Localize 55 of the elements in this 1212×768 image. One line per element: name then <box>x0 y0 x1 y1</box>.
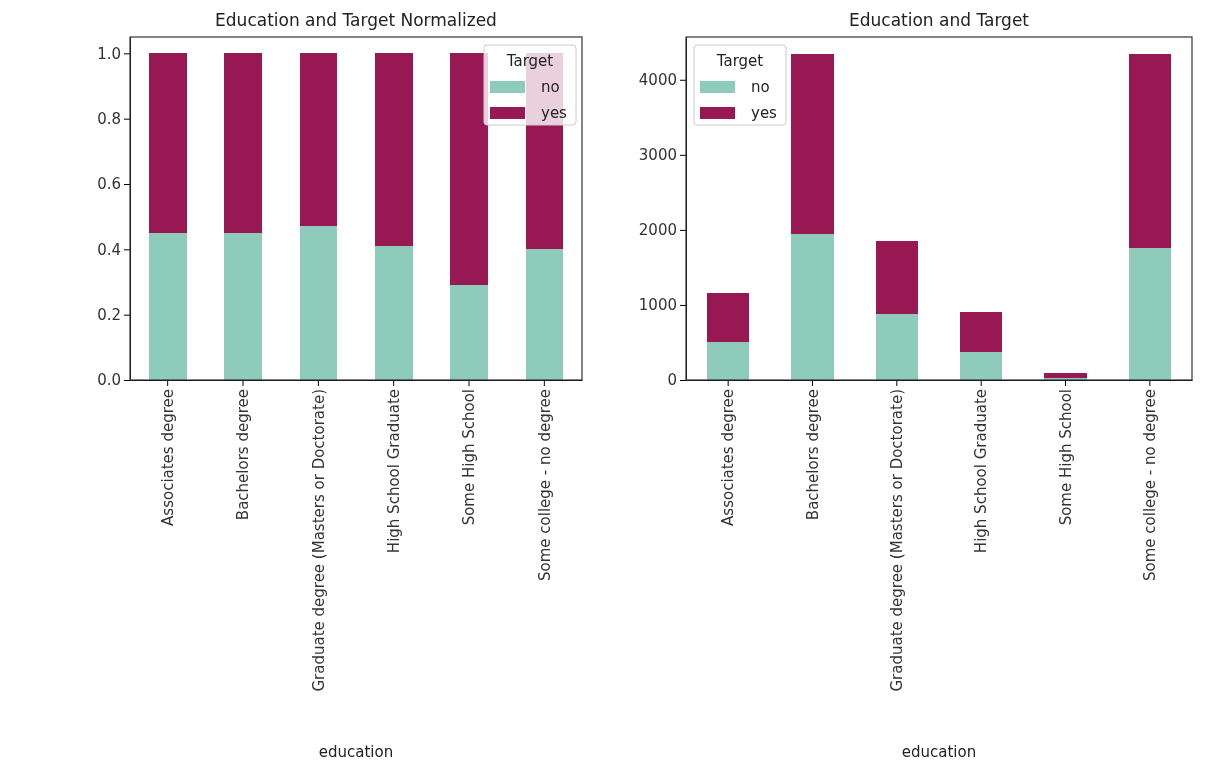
bar <box>960 312 1003 353</box>
bar <box>374 53 413 247</box>
legend-title: Target <box>505 52 554 71</box>
x-tick-label: Associates degree <box>158 389 177 526</box>
legend-label: no <box>751 78 770 97</box>
bar <box>148 53 187 233</box>
x-tick-label: Bachelors degree <box>234 389 253 521</box>
x-axis-title: education <box>901 743 977 761</box>
bar <box>960 352 1003 380</box>
bar <box>450 285 488 380</box>
bar <box>224 233 262 380</box>
x-tick-label: Graduate degree (Masters or Doctorate) <box>309 389 328 692</box>
y-tick-label: 4000 <box>638 71 677 90</box>
x-tick-label: Some High School <box>1056 389 1075 526</box>
y-tick-label: 0.0 <box>97 371 121 390</box>
bar <box>374 246 413 380</box>
bar <box>707 341 750 380</box>
y-tick-label: 1.0 <box>97 44 121 63</box>
bar <box>1128 53 1171 248</box>
legend-label: yes <box>541 104 568 123</box>
bar <box>224 53 262 233</box>
bar <box>299 226 338 380</box>
y-tick-label: 2000 <box>638 221 677 240</box>
bar <box>875 313 918 380</box>
x-tick-label: Graduate degree (Masters or Doctorate) <box>888 389 907 692</box>
x-tick-label: Bachelors degree <box>803 389 822 521</box>
y-tick-label: 3000 <box>638 146 677 165</box>
y-tick-label: 0.6 <box>97 175 121 194</box>
x-tick-label: High School Graduate <box>972 389 991 554</box>
bar <box>450 53 488 286</box>
bar <box>707 292 750 342</box>
bar <box>299 53 338 227</box>
legend-title: Target <box>715 52 764 71</box>
bar <box>791 53 834 234</box>
chart-title: Education and Target Normalized <box>215 9 497 30</box>
y-tick-label: 1000 <box>638 296 677 315</box>
x-tick-label: High School Graduate <box>384 389 403 554</box>
bar <box>525 249 564 380</box>
y-tick-label: 0.4 <box>97 240 121 259</box>
legend-label: yes <box>751 104 778 123</box>
x-axis-title: education <box>318 743 394 761</box>
bar <box>148 233 187 380</box>
bar <box>875 241 918 314</box>
y-tick-label: 0.2 <box>97 305 121 324</box>
x-tick-label: Some High School <box>460 389 479 526</box>
bar <box>1128 247 1171 380</box>
y-tick-label: 0.8 <box>97 109 121 128</box>
bar <box>1044 373 1087 378</box>
legend-label: no <box>541 78 560 97</box>
x-tick-label: Associates degree <box>719 389 738 526</box>
y-tick-label: 0 <box>667 371 677 390</box>
bar <box>791 233 834 380</box>
x-tick-label: Some college - no degree <box>535 389 554 582</box>
x-tick-label: Some college - no degree <box>1141 389 1160 582</box>
chart-title: Education and Target <box>848 9 1030 30</box>
